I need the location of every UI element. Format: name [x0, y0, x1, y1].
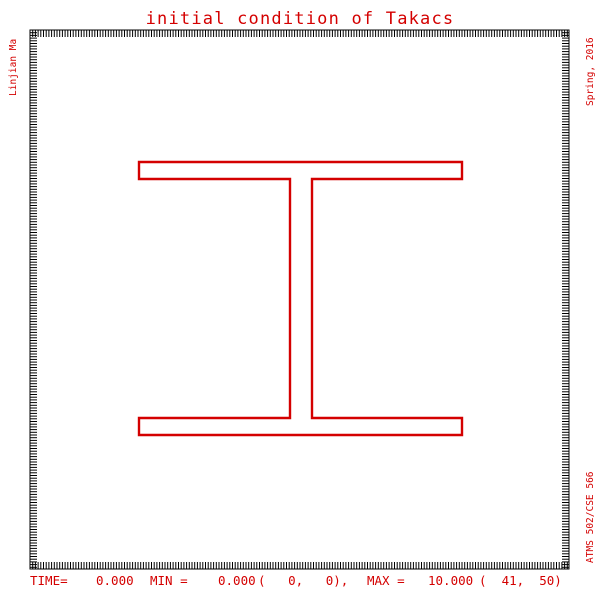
term-label: Spring, 2016 — [585, 37, 596, 106]
plot-title: initial condition of Takacs — [146, 9, 455, 29]
time-label: TIME= — [30, 573, 68, 588]
min-location: ( 0, 0), — [258, 573, 348, 588]
frame-ticks — [30, 30, 569, 569]
course-label: ATMS 502/CSE 566 — [585, 471, 596, 563]
frame-border — [30, 30, 569, 569]
max-value: 10.000 — [428, 573, 473, 588]
max-label: MAX = — [367, 573, 405, 588]
plot-frame — [30, 30, 569, 569]
contour-line — [139, 162, 462, 435]
max-location: ( 41, 50) — [479, 573, 562, 588]
status-line: TIME= 0.000 MIN = 0.000 ( 0, 0), MAX = 1… — [0, 573, 584, 588]
author-label: Linjian Ma — [8, 39, 19, 96]
time-value: 0.000 — [96, 573, 134, 588]
min-label: MIN = — [150, 573, 188, 588]
min-value: 0.000 — [218, 573, 256, 588]
